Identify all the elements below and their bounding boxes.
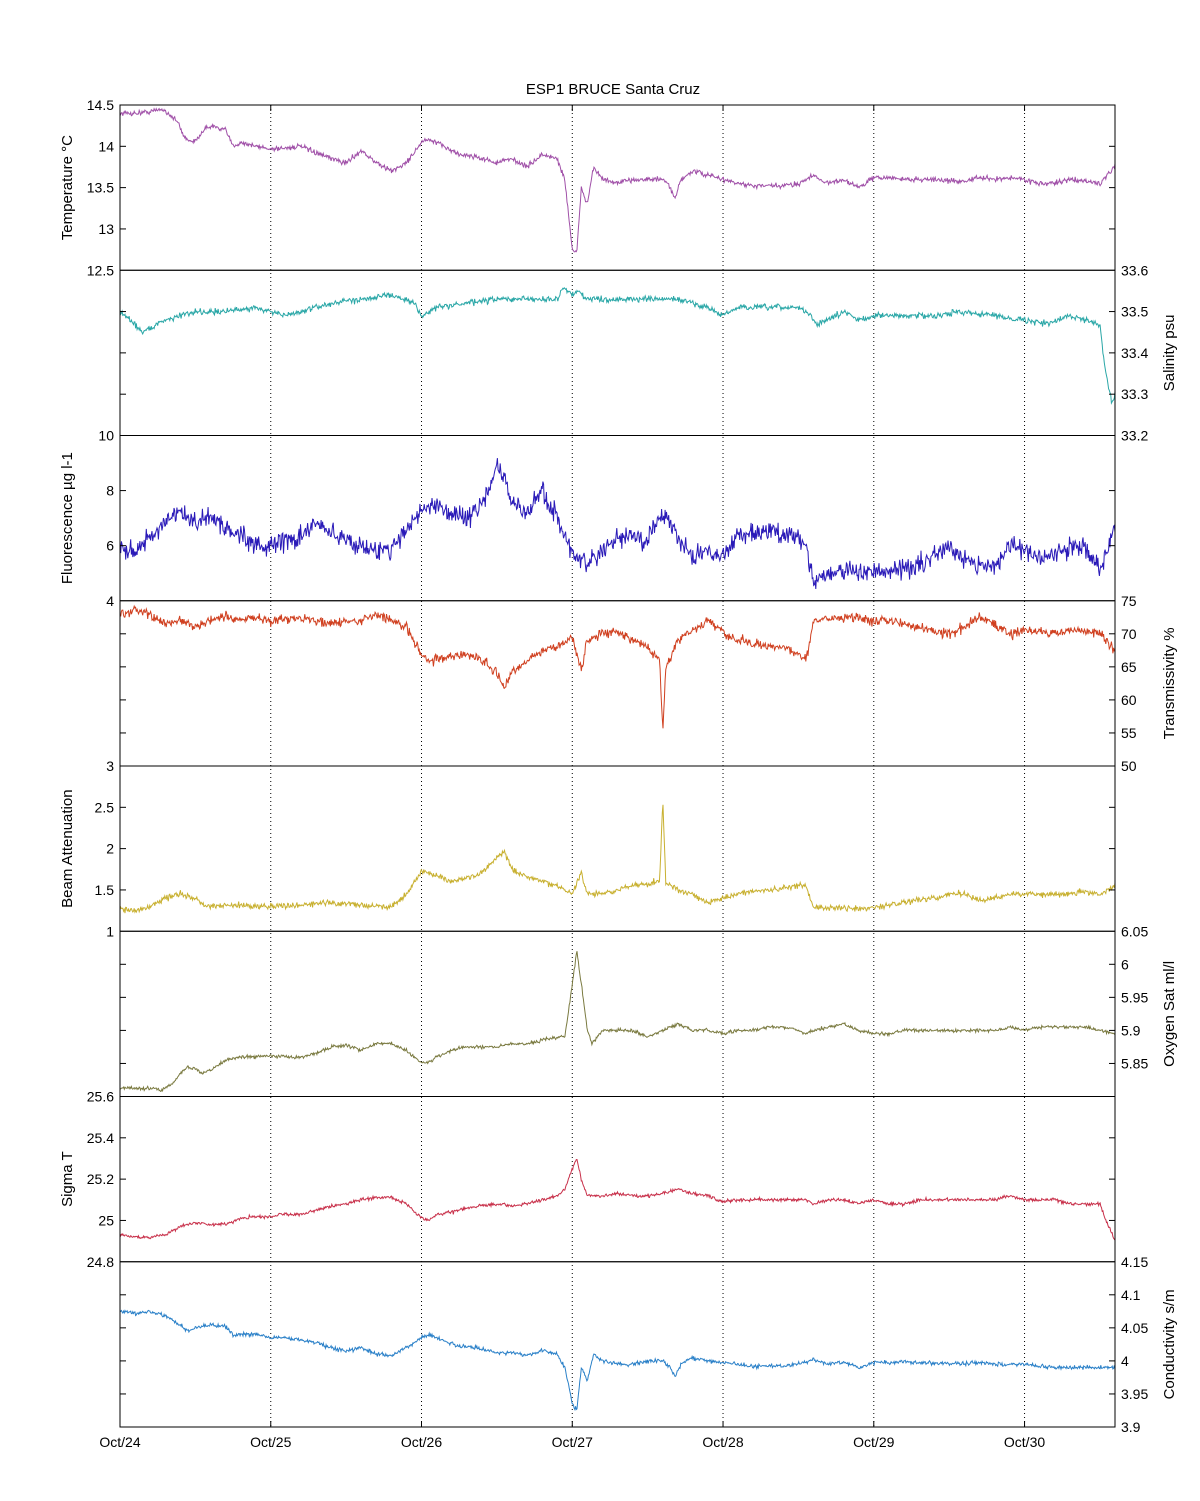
x-tick-label: Oct/27 xyxy=(552,1434,593,1450)
y-tick-label: 33.3 xyxy=(1121,386,1148,402)
y-tick-label: 4.1 xyxy=(1121,1287,1141,1303)
y-tick-label: 8 xyxy=(106,483,114,499)
y-tick-label: 25.4 xyxy=(87,1130,114,1146)
y-tick-label: 4.05 xyxy=(1121,1320,1148,1336)
y-tick-label: 5.95 xyxy=(1121,989,1148,1005)
panel-frame-8 xyxy=(119,1261,1116,1428)
y-tick-label: 24.8 xyxy=(87,1254,114,1270)
y-tick-label: 5.9 xyxy=(1121,1022,1141,1038)
y-tick-label: 50 xyxy=(1121,758,1137,774)
y-tick-label: 65 xyxy=(1121,659,1137,675)
y-tick-label: 55 xyxy=(1121,725,1137,741)
y-tick-label: 25.6 xyxy=(87,1089,114,1105)
y-tick-label: 3 xyxy=(106,758,114,774)
y-tick-label: 6 xyxy=(1121,956,1129,972)
y-axis-label-7: Sigma T xyxy=(59,1151,76,1207)
series-line-1 xyxy=(119,107,1116,253)
y-tick-label: 3.95 xyxy=(1121,1386,1148,1402)
panel-frames xyxy=(119,104,1116,1428)
y-tick-label: 6 xyxy=(106,538,114,554)
series-line-6 xyxy=(120,951,1116,1093)
y-axis-label-8: Conductivity s/m xyxy=(1161,1289,1178,1399)
y-tick-label: 1.5 xyxy=(95,882,115,898)
y-tick-label: 14 xyxy=(98,138,114,154)
x-tick-label: Oct/28 xyxy=(702,1434,743,1450)
y-tick-label: 10 xyxy=(98,428,114,444)
y-tick-label: 5.85 xyxy=(1121,1055,1148,1071)
series-lines xyxy=(119,107,1116,1412)
series-line-2 xyxy=(119,286,1116,405)
y-axis-label-5: Beam Attenuation xyxy=(59,789,76,907)
y-tick-label: 4.15 xyxy=(1121,1254,1148,1270)
y-tick-label: 33.2 xyxy=(1121,428,1148,444)
series-line-3 xyxy=(119,458,1116,590)
y-tick-label: 6.05 xyxy=(1121,923,1148,939)
x-tick-label: Oct/30 xyxy=(1004,1434,1045,1450)
y-tick-label: 33.6 xyxy=(1121,262,1148,278)
y-tick-label: 60 xyxy=(1121,692,1137,708)
y-tick-label: 2 xyxy=(106,841,114,857)
y-axis-label-6: Oxygen Sat ml/l xyxy=(1161,961,1178,1067)
series-line-7 xyxy=(119,1158,1116,1241)
y-tick-label: 70 xyxy=(1121,626,1137,642)
grid-lines xyxy=(270,105,1026,1427)
x-tick-label: Oct/24 xyxy=(99,1434,140,1450)
y-tick-label: 33.4 xyxy=(1121,345,1148,361)
y-tick-label: 3.9 xyxy=(1121,1419,1141,1435)
y-axis-label-4: Transmissivity % xyxy=(1161,627,1178,739)
y-tick-label: 13.5 xyxy=(87,180,114,196)
y-tick-label: 14.5 xyxy=(87,97,114,113)
y-tick-label: 25.2 xyxy=(87,1171,114,1187)
series-line-8 xyxy=(119,1309,1116,1412)
y-tick-label: 1 xyxy=(106,923,114,939)
series-line-5 xyxy=(119,804,1116,914)
x-tick-label: Oct/25 xyxy=(250,1434,291,1450)
y-tick-label: 75 xyxy=(1121,593,1137,609)
y-tick-label: 4 xyxy=(1121,1353,1129,1369)
series-line-4 xyxy=(119,604,1116,729)
chart-title: ESP1 BRUCE Santa Cruz xyxy=(526,81,700,98)
y-tick-label: 2.5 xyxy=(95,799,115,815)
y-axis-label-2: Salinity psu xyxy=(1161,315,1178,392)
x-tick-label: Oct/29 xyxy=(853,1434,894,1450)
y-tick-label: 33.5 xyxy=(1121,304,1148,320)
x-tick-label: Oct/26 xyxy=(401,1434,442,1450)
y-tick-label: 12.5 xyxy=(87,262,114,278)
y-axis-label-1: Temperature °C xyxy=(59,135,76,240)
y-tick-label: 25 xyxy=(98,1212,114,1228)
y-tick-label: 4 xyxy=(106,593,114,609)
y-axis-label-3: Fluorescence µg l-1 xyxy=(59,452,76,584)
y-tick-label: 13 xyxy=(98,221,114,237)
